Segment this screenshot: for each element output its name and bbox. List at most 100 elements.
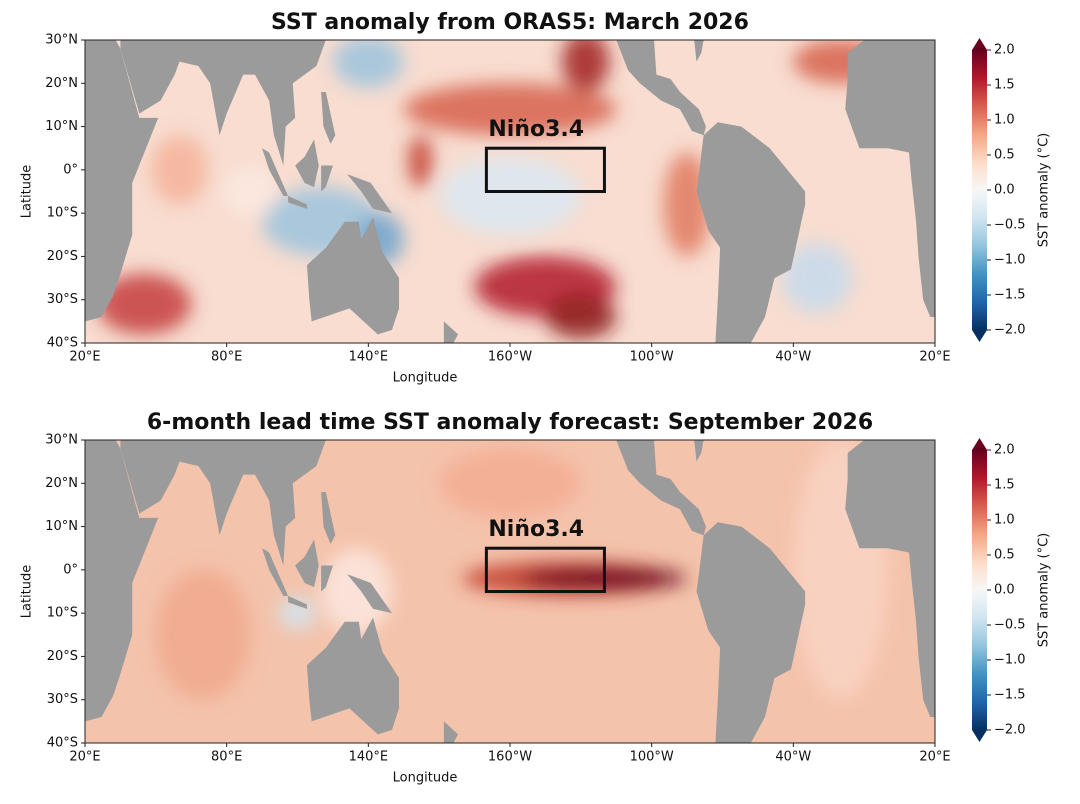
- colorbar-tick-label: −2.0: [994, 723, 1026, 738]
- colorbar-extend-max: [972, 438, 987, 450]
- nino34-box: [484, 546, 606, 594]
- land: [321, 165, 333, 192]
- anomaly-patch: [545, 295, 617, 339]
- anomaly-patch: [221, 165, 279, 218]
- x-tick-label: 20°E: [919, 350, 950, 365]
- colorbar-extend-min: [972, 330, 987, 342]
- colorbar-tick-label: 1.5: [994, 478, 1015, 493]
- x-tick-label: 80°E: [211, 350, 242, 365]
- y-tick-label: 0°: [63, 562, 78, 577]
- land: [288, 195, 307, 209]
- land: [696, 122, 806, 343]
- anomaly-field: [155, 440, 888, 700]
- land: [288, 595, 307, 609]
- colorbar-extend-min: [972, 730, 987, 742]
- land: [694, 40, 704, 62]
- colorbar-tick-label: 0.5: [994, 148, 1015, 163]
- land: [295, 139, 319, 188]
- y-tick-label: 0°: [63, 162, 78, 177]
- colorbar-tick-label: −1.0: [994, 253, 1026, 268]
- anomaly-patch: [781, 243, 853, 313]
- land: [694, 440, 704, 462]
- panel-title: 6-month lead time SST anomaly forecast: …: [147, 410, 873, 435]
- x-tick-label: 140°E: [349, 750, 389, 765]
- colorbar-label: SST anomaly (°C): [1037, 133, 1052, 248]
- land: [347, 174, 392, 214]
- x-tick-label: 20°E: [69, 750, 100, 765]
- y-tick-label: 20°N: [45, 476, 78, 491]
- y-tick-label: 30°N: [45, 33, 78, 48]
- colorbar-extend-max: [972, 38, 987, 50]
- land: [321, 491, 336, 544]
- anomaly-patch: [403, 83, 617, 136]
- x-tick-label: 40°W: [775, 350, 811, 365]
- y-axis-label: Latitude: [20, 165, 35, 219]
- land: [262, 148, 289, 196]
- colorbar-tick-label: −2.0: [994, 323, 1026, 338]
- anomaly-patch: [151, 135, 208, 205]
- anomaly-patch: [561, 40, 610, 92]
- land: [616, 440, 706, 536]
- colorbar-tick-label: 1.5: [994, 78, 1015, 93]
- land: [845, 440, 935, 718]
- map-area: [85, 40, 935, 343]
- colorbar-tick-label: 1.0: [994, 113, 1015, 128]
- map-panel: 6-month lead time SST anomaly forecast: …: [20, 410, 1052, 786]
- x-tick-label: 160°W: [488, 350, 532, 365]
- colorbar-tick-label: 0.0: [994, 183, 1015, 198]
- land: [443, 321, 459, 343]
- land: [443, 721, 459, 743]
- land: [295, 539, 319, 588]
- land: [321, 91, 336, 144]
- y-tick-label: 40°S: [47, 736, 78, 751]
- colorbar-tick-label: 2.0: [994, 43, 1015, 58]
- anomaly-patch: [155, 569, 251, 700]
- x-tick-label: 140°E: [349, 350, 389, 365]
- land: [120, 440, 326, 566]
- y-tick-label: 30°S: [47, 692, 78, 707]
- land: [616, 40, 706, 136]
- nino34-box: [484, 146, 606, 193]
- x-tick-label: 40°W: [775, 750, 811, 765]
- colorbar-tick-label: 1.0: [994, 513, 1015, 528]
- x-tick-label: 100°W: [630, 750, 674, 765]
- land: [85, 40, 159, 322]
- colorbar-tick-label: 0.5: [994, 548, 1015, 563]
- colorbar-tick-label: −0.5: [994, 618, 1026, 633]
- land: [321, 565, 333, 592]
- land: [262, 548, 289, 596]
- panel-title: SST anomaly from ORAS5: March 2026: [271, 10, 749, 35]
- colorbar-tick-label: −0.5: [994, 218, 1026, 233]
- land: [85, 440, 159, 722]
- land: [120, 40, 326, 166]
- y-tick-label: 10°N: [45, 119, 78, 134]
- x-tick-label: 20°E: [69, 350, 100, 365]
- y-tick-label: 40°S: [47, 336, 78, 351]
- land: [845, 40, 935, 318]
- anomaly-field: [96, 40, 888, 339]
- y-axis-label: Latitude: [20, 565, 35, 619]
- nino34-label: Niño3.4: [488, 517, 584, 542]
- y-tick-label: 30°S: [47, 292, 78, 307]
- nino34-label: Niño3.4: [488, 117, 584, 142]
- anomaly-patch: [321, 548, 392, 635]
- colorbar: [972, 450, 987, 730]
- colorbar-tick-label: −1.5: [994, 688, 1026, 703]
- x-tick-label: 20°E: [919, 750, 950, 765]
- anomaly-patch: [408, 135, 433, 188]
- colorbar-tick-label: 2.0: [994, 443, 1015, 458]
- y-tick-label: 20°S: [47, 649, 78, 664]
- x-tick-label: 160°W: [488, 750, 532, 765]
- anomaly-patch: [96, 273, 192, 335]
- y-tick-label: 10°N: [45, 519, 78, 534]
- land: [696, 522, 806, 743]
- map-panel: SST anomaly from ORAS5: March 2026 20°E 80…: [20, 10, 1052, 386]
- land: [306, 617, 400, 735]
- x-axis-label: Longitude: [393, 371, 458, 386]
- land: [306, 217, 400, 335]
- x-tick-label: 80°E: [211, 750, 242, 765]
- anomaly-patch: [439, 156, 581, 235]
- y-tick-label: 30°N: [45, 433, 78, 448]
- y-tick-label: 20°N: [45, 76, 78, 91]
- colorbar-tick-label: 0.0: [994, 583, 1015, 598]
